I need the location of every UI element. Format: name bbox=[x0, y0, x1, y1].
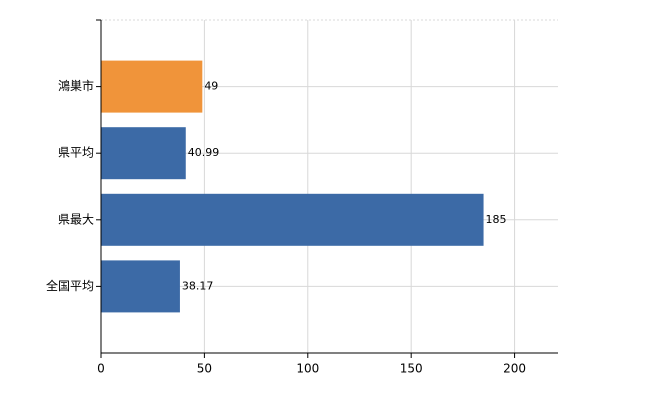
value-label: 49 bbox=[204, 80, 218, 93]
value-label: 38.17 bbox=[182, 279, 214, 292]
y-tick-label: 全国平均 bbox=[46, 278, 94, 293]
x-tick-label: 200 bbox=[503, 362, 526, 376]
bar bbox=[101, 193, 484, 246]
y-tick-label: 県最大 bbox=[58, 212, 94, 226]
bar bbox=[101, 260, 180, 313]
bar bbox=[101, 60, 203, 113]
x-tick-label: 100 bbox=[296, 362, 319, 376]
x-tick-label: 50 bbox=[197, 362, 212, 376]
y-tick-label: 鴻巣市 bbox=[58, 78, 94, 93]
x-tick-label: 150 bbox=[400, 362, 423, 376]
value-label: 185 bbox=[486, 213, 507, 226]
bar bbox=[101, 127, 186, 180]
y-tick-label: 県平均 bbox=[58, 146, 94, 160]
x-tick-label: 0 bbox=[97, 362, 105, 376]
value-label: 40.99 bbox=[188, 146, 220, 159]
